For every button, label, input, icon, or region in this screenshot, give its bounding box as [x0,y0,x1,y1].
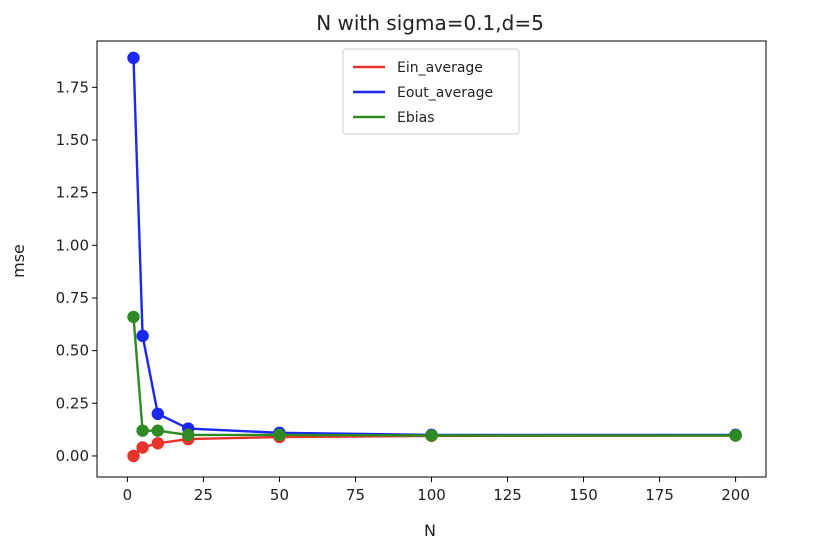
x-tick-label: 150 [569,486,598,504]
y-tick-label: 1.00 [56,236,89,254]
data-point-ebias [127,310,140,324]
y-tick-label: 1.75 [56,78,89,96]
y-tick-label: 1.25 [56,184,89,202]
x-tick-label: 100 [417,486,446,504]
data-point-ebias [151,424,165,437]
y-axis: 0.00 0.25 0.50 0.75 1.00 1.25 1.50 1.75 [56,78,97,465]
x-tick-label: 200 [721,486,750,504]
legend: Ein_average Eout_average Ebias [342,48,520,135]
y-tick-label: 0.25 [56,394,89,412]
data-point-eout-average [127,51,140,65]
data-point-ein-average [127,449,140,463]
legend-label: Ebias [397,110,435,126]
y-tick-label: 0.00 [56,447,89,465]
x-tick-label: 0 [123,486,133,504]
data-point-ein-average [136,441,149,454]
data-point-ein-average [151,437,165,450]
x-tick-label: 75 [346,486,365,504]
data-point-ebias [182,428,195,442]
chart-title: N with sigma=0.1,d=5 [316,11,544,35]
data-point-eout-average [136,329,149,343]
plot-marks [127,51,742,463]
x-tick-label: 50 [270,486,289,504]
legend-label: Eout_average [397,85,493,101]
x-axis: 0 25 50 75 100 125 150 175 200 [123,477,750,504]
x-tick-label: 125 [493,486,522,504]
y-tick-label: 1.50 [56,131,89,149]
x-axis-label: N [424,521,436,540]
legend-label: Ein_average [397,60,483,76]
y-tick-label: 0.50 [56,342,89,360]
y-axis-label: mse [9,244,28,278]
legend-box [342,48,520,135]
y-tick-label: 0.75 [56,289,89,307]
data-point-eout-average [151,407,165,421]
data-point-ebias [425,429,438,442]
x-tick-label: 25 [194,486,213,504]
x-tick-label: 175 [645,486,674,504]
data-point-ebias [136,424,149,437]
data-point-ebias [729,429,742,442]
data-point-ebias [273,428,286,442]
series-line-ebias [132,316,736,437]
